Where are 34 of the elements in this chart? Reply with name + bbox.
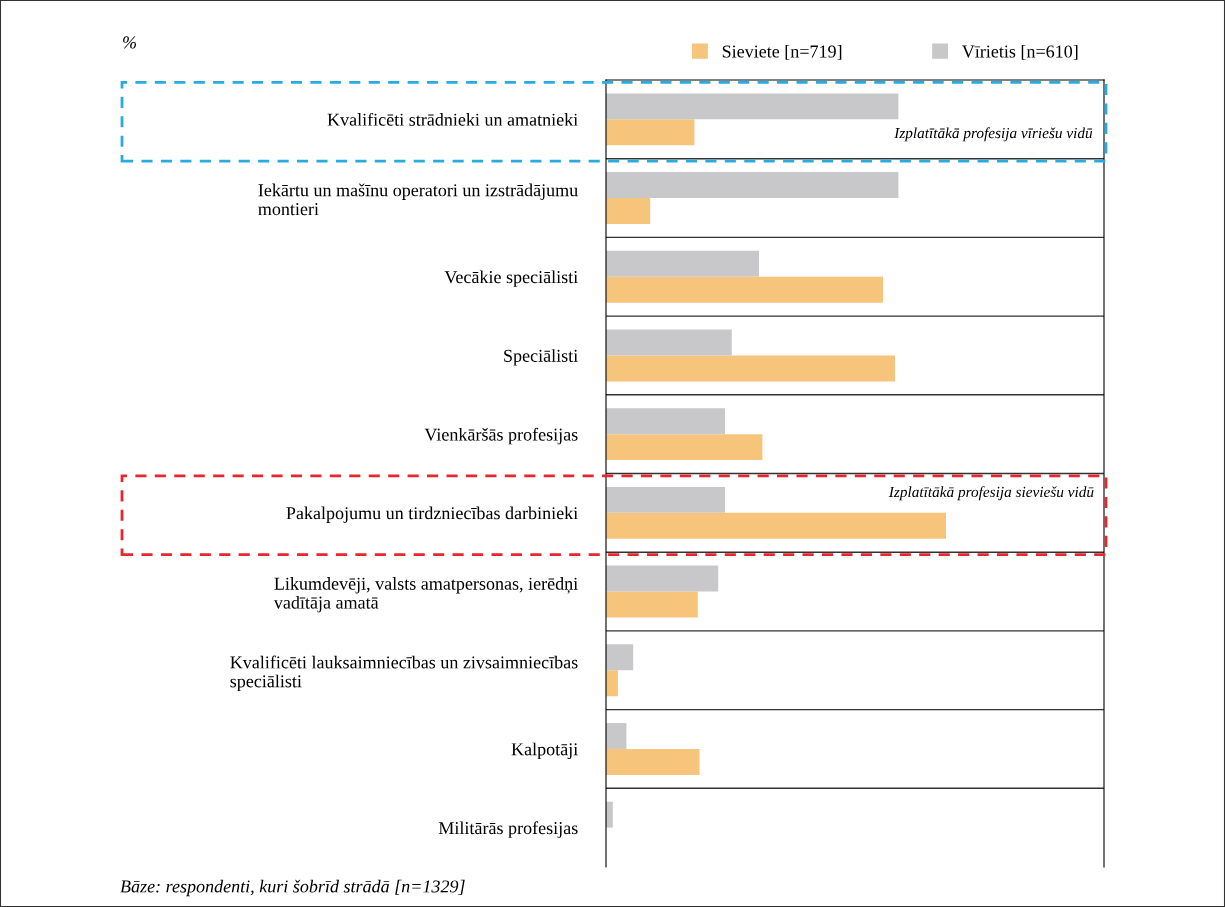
bar [606,486,725,513]
bar [606,172,899,199]
bar [606,591,698,618]
bar [606,565,719,592]
y-tick-label: Vecākie speciālisti [444,270,578,287]
y-tick-label: Speciālisti [504,349,578,366]
bar [606,198,651,225]
annotation: Izplatītākā profesija sieviešu vidū [888,486,1094,501]
bar [606,408,725,435]
bar [606,119,695,146]
bar [606,355,895,382]
y-tick-label: Likumdevēji, valsts amatpersonas, ierēdņi vadītāja amatā [273,577,578,613]
bar [606,748,700,775]
bar [606,434,763,461]
y-tick-label: Iekārtu un mašīnu operatori un izstrādājumu montieri [258,183,578,216]
bar [606,93,899,120]
y-tick-label: Vienkāršās profesijas [424,427,578,445]
bar [606,644,634,671]
bar [606,512,946,539]
y-tick-label: Pakalpojumu un tirdzniecības darbinieki [286,506,578,523]
legend-label: Sieviete [n=719] [722,44,842,60]
text: % [123,36,137,49]
y-tick-label: Militārās profesijas [438,821,578,838]
text: Bāze: respondenti, kuri šobrīd strādā [n=1329] [120,879,465,897]
bar [606,329,732,356]
bar [606,276,884,303]
bar [606,670,618,697]
annotation: Izplatītākā profesija vīriešu vidū [894,127,1093,142]
y-tick-label: Kalpotāji [511,742,578,760]
y-tick-label: Kvalificēti lauksaimniecības un zivsaimniecības speciālisti [230,655,578,692]
legend-label: Vīrietis [n=610] [961,44,1078,60]
y-tick-label: Kvalificēti strādnieki un amatnieki [327,112,578,126]
bar [606,250,759,277]
bar [606,722,627,749]
